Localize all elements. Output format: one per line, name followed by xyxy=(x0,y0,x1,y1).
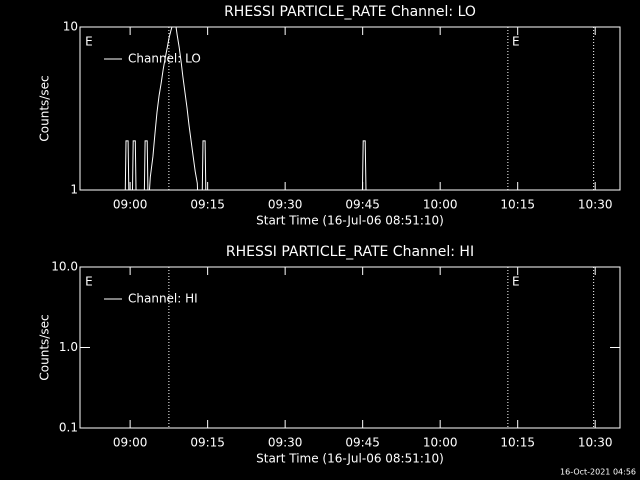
y-tick-label: 0.1 xyxy=(59,421,78,435)
x-tick-label: 10:00 xyxy=(423,198,458,212)
x-tick-label: 09:15 xyxy=(190,436,225,450)
annotation: E xyxy=(85,35,93,49)
x-tick-label: 10:30 xyxy=(578,436,613,450)
y-axis-label: Counts/sec xyxy=(38,314,52,380)
annotation: E xyxy=(512,35,520,49)
x-tick-label: 09:30 xyxy=(268,198,303,212)
annotation: E xyxy=(512,275,520,289)
x-tick-label: 09:45 xyxy=(345,198,380,212)
footer: 16-Oct-2021 04:56 xyxy=(560,468,636,477)
plot-frame xyxy=(79,26,621,191)
y-tick-label: 10.0 xyxy=(51,260,78,274)
y-tick-label: 10 xyxy=(63,20,78,34)
x-tick-label: 10:15 xyxy=(500,198,535,212)
x-tick-label: 10:00 xyxy=(423,436,458,450)
x-axis-label: Start Time (16-Jul-06 08:51:10) xyxy=(256,452,444,466)
x-tick-label: 10:30 xyxy=(578,198,613,212)
x-tick-label: 09:30 xyxy=(268,436,303,450)
annotation: E xyxy=(85,275,93,289)
chart-title: RHESSI PARTICLE_RATE Channel: HI xyxy=(226,244,474,260)
x-tick-label: 09:15 xyxy=(190,198,225,212)
x-tick-label: 09:00 xyxy=(113,198,148,212)
x-tick-label: 10:15 xyxy=(500,436,535,450)
data-line xyxy=(124,27,367,190)
x-tick-label: 09:45 xyxy=(345,436,380,450)
chart-title: RHESSI PARTICLE_RATE Channel: LO xyxy=(224,4,476,20)
y-tick-label: 1.0 xyxy=(59,340,78,354)
legend-label: Channel: LO xyxy=(128,52,201,66)
y-tick-label: 1 xyxy=(70,183,78,197)
y-axis-label: Counts/sec xyxy=(38,75,52,141)
x-tick-label: 09:00 xyxy=(113,436,148,450)
legend-label: Channel: HI xyxy=(128,292,198,306)
x-axis-label: Start Time (16-Jul-06 08:51:10) xyxy=(256,214,444,228)
